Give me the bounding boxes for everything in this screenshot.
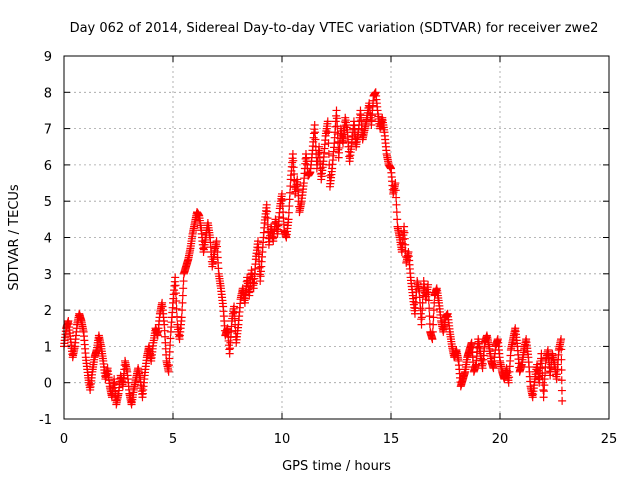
y-tick-label: 9 — [44, 50, 52, 65]
y-tick-label: 2 — [44, 304, 52, 319]
data-point — [332, 114, 341, 123]
data-point — [424, 288, 433, 297]
data-point — [418, 298, 427, 307]
data-point — [418, 306, 427, 315]
data-point — [172, 304, 181, 313]
x-axis-label: GPS time / hours — [282, 459, 391, 474]
data-point — [178, 298, 187, 307]
x-tick-label: 15 — [383, 432, 400, 447]
data-point — [424, 296, 433, 305]
chart-title: Day 062 of 2014, Sidereal Day-to-day VTE… — [70, 21, 599, 36]
data-point — [419, 284, 428, 293]
data-point — [311, 128, 320, 137]
data-point — [332, 106, 341, 115]
x-tick-label: 10 — [274, 432, 291, 447]
data-point — [557, 345, 566, 354]
data-point — [424, 280, 433, 289]
data-point — [177, 313, 186, 322]
data-point — [425, 304, 434, 313]
data-point — [425, 312, 434, 321]
y-tick-label: 3 — [44, 268, 52, 283]
y-tick-label: 8 — [44, 86, 52, 101]
data-point — [392, 200, 401, 209]
data-point — [429, 306, 438, 315]
data-point — [557, 355, 566, 364]
data-point — [178, 306, 187, 315]
x-tick-label: 5 — [169, 432, 177, 447]
data-point — [171, 281, 180, 290]
data-point — [324, 150, 333, 159]
x-tick-label: 25 — [601, 432, 618, 447]
y-tick-label: 4 — [44, 232, 52, 247]
data-point — [557, 386, 566, 395]
data-point — [179, 284, 188, 293]
data-point — [538, 364, 547, 373]
data-point — [172, 312, 181, 321]
data-point — [325, 171, 334, 180]
y-tick-label: 5 — [44, 195, 52, 210]
data-point — [392, 208, 401, 217]
plot-frame — [63, 55, 610, 420]
data-point — [428, 327, 437, 336]
data-point — [311, 135, 320, 144]
data-point — [557, 335, 566, 344]
data-point — [179, 277, 188, 286]
data-point — [557, 376, 566, 385]
data-point — [323, 117, 332, 126]
data-point — [324, 128, 333, 137]
y-axis-label: SDTVAR / TECUs — [7, 184, 22, 291]
y-tick-label: 7 — [44, 123, 52, 138]
data-series — [60, 88, 567, 409]
grid-lines — [64, 56, 609, 419]
data-point — [429, 313, 438, 322]
data-point — [557, 365, 566, 374]
data-point — [171, 273, 180, 282]
data-point — [171, 289, 180, 298]
data-point — [417, 313, 426, 322]
data-point — [391, 186, 400, 195]
y-tick-label: 6 — [44, 159, 52, 174]
data-point — [429, 320, 438, 329]
data-point — [391, 179, 400, 188]
data-point — [428, 335, 437, 344]
data-point — [178, 291, 187, 300]
x-tick-label: 20 — [492, 432, 509, 447]
data-point — [393, 215, 402, 224]
data-point — [425, 320, 434, 329]
y-tick-label: 0 — [44, 377, 52, 392]
data-point — [539, 385, 548, 394]
data-point — [172, 297, 181, 306]
tick-labels: 0 5 10 15 20 25 -1 0 1 2 3 4 5 6 7 8 9 — [39, 50, 617, 447]
data-point — [417, 320, 426, 329]
x-tick-label: 0 — [60, 432, 68, 447]
y-tick-label: 1 — [44, 340, 52, 355]
y-tick-label: -1 — [39, 413, 52, 428]
data-point — [392, 193, 401, 202]
data-point — [558, 396, 567, 405]
data-point — [310, 120, 319, 129]
series-sdtvar — [60, 88, 567, 409]
